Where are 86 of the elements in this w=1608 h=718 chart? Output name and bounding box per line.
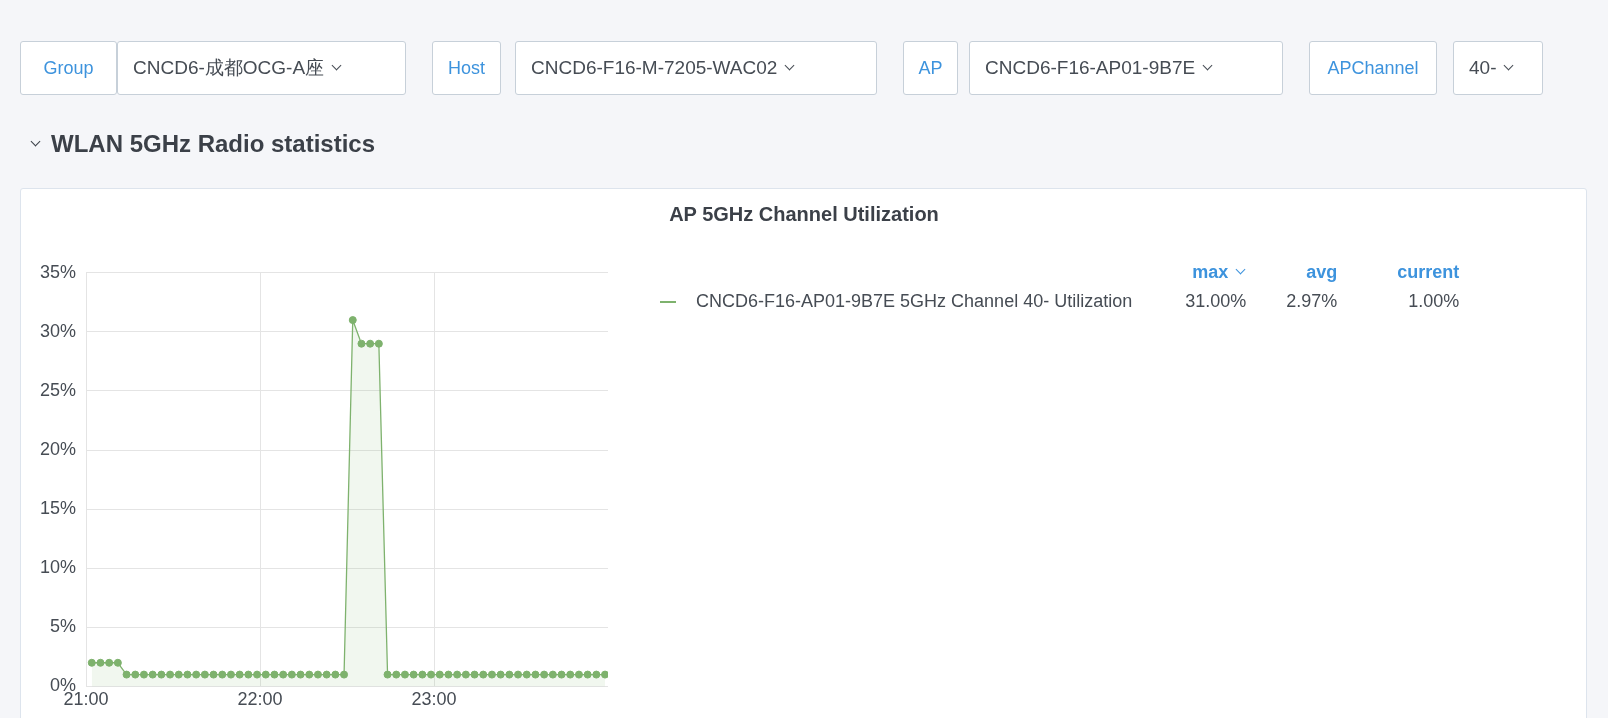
text: WLAN 5GHz Radio statistics <box>51 130 376 158</box>
y-tick-label: 25% <box>40 379 77 400</box>
point <box>601 670 608 679</box>
point <box>487 670 496 679</box>
text: current <box>1397 262 1460 282</box>
point <box>209 670 218 679</box>
point <box>313 670 322 679</box>
point <box>113 658 122 667</box>
point <box>157 670 166 679</box>
text: 40- <box>1469 57 1497 79</box>
point <box>87 658 96 667</box>
point <box>409 670 418 679</box>
point <box>574 670 583 679</box>
point <box>418 670 427 679</box>
point <box>235 670 244 679</box>
text: avg <box>1306 262 1338 282</box>
point <box>183 670 192 679</box>
point <box>461 670 470 679</box>
point <box>253 670 262 679</box>
point <box>531 670 540 679</box>
point <box>583 670 592 679</box>
point <box>287 670 296 679</box>
text: Host <box>432 41 501 95</box>
text: APChannel <box>1309 41 1437 95</box>
x-tick-label: 22:00 <box>237 689 283 710</box>
point <box>244 670 253 679</box>
x-tick-label: 23:00 <box>411 689 457 710</box>
point <box>200 670 209 679</box>
point <box>496 670 505 679</box>
text: CNCD6-F16-M-7205-WAC02 <box>531 57 778 79</box>
point <box>131 670 140 679</box>
point <box>96 658 105 667</box>
point <box>348 316 357 325</box>
point <box>270 670 279 679</box>
point <box>366 339 375 348</box>
point <box>331 670 340 679</box>
y-tick-label: 15% <box>40 498 77 519</box>
point <box>322 670 331 679</box>
y-tick-label: 20% <box>40 439 77 460</box>
point <box>435 670 444 679</box>
point <box>566 670 575 679</box>
point <box>218 670 227 679</box>
y-tick-label: 5% <box>50 616 77 637</box>
point <box>357 339 366 348</box>
text: 31.00% <box>1184 290 1247 313</box>
y-tick-label: 10% <box>40 557 77 578</box>
point <box>548 670 557 679</box>
text: Group <box>20 41 117 95</box>
y-tick-label: 35% <box>40 261 77 282</box>
point <box>514 670 523 679</box>
point <box>305 670 314 679</box>
point <box>174 670 183 679</box>
point <box>148 670 157 679</box>
point <box>374 339 383 348</box>
text: AP 5GHz Channel Utilization <box>668 203 940 226</box>
point <box>400 670 409 679</box>
text: CNCD6-成都OCG-A座 <box>133 56 325 80</box>
point <box>340 670 349 679</box>
y-tick-label: 30% <box>40 320 77 341</box>
point <box>122 670 131 679</box>
point <box>505 670 514 679</box>
point <box>383 670 392 679</box>
point <box>139 670 148 679</box>
point <box>479 670 488 679</box>
point <box>166 670 175 679</box>
point <box>226 670 235 679</box>
point <box>105 658 114 667</box>
point <box>296 670 305 679</box>
point <box>261 670 270 679</box>
point <box>522 670 531 679</box>
text: AP <box>903 41 958 95</box>
text: CNCD6-F16-AP01-9B7E <box>985 57 1196 79</box>
point <box>279 670 288 679</box>
point <box>392 670 401 679</box>
point <box>427 670 436 679</box>
point <box>540 670 549 679</box>
point <box>192 670 201 679</box>
point <box>444 670 453 679</box>
point <box>470 670 479 679</box>
point <box>557 670 566 679</box>
text: 1.00% <box>1407 290 1460 313</box>
point <box>592 670 601 679</box>
text: 2.97% <box>1285 290 1338 313</box>
legend-label: CNCD6-F16-AP01-9B7E 5GHz Channel 40- Utilization <box>696 291 1133 311</box>
text: max <box>1192 262 1229 282</box>
point <box>453 670 462 679</box>
